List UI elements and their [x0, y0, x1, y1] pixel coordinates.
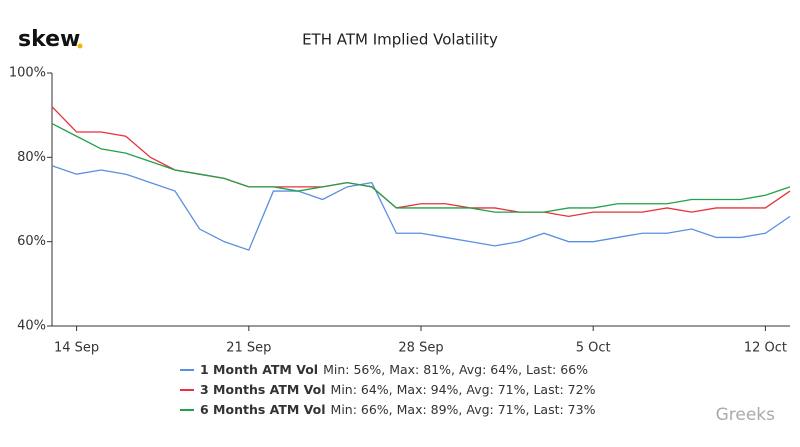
legend-name: 1 Month ATM Vol	[200, 362, 318, 377]
x-tick-label: 21 Sep	[226, 341, 271, 356]
x-tick-label: 12 Oct	[744, 341, 787, 356]
watermark: Greeks	[716, 405, 776, 425]
chart-title: ETH ATM Implied Volatility	[302, 31, 498, 49]
series-line	[51, 123, 791, 213]
legend-entry: 1 Month ATM Vol Min: 56%, Max: 81%, Avg: …	[200, 362, 588, 377]
series-line	[51, 165, 791, 251]
legend-summary: Min: 66%, Max: 89%, Avg: 71%, Last: 73%	[331, 402, 596, 417]
x-tick-label: 28 Sep	[398, 341, 443, 356]
brand-dot	[77, 43, 83, 49]
legend-name: 6 Months ATM Vol	[200, 402, 326, 417]
legend-entry: 3 Months ATM Vol Min: 64%, Max: 94%, Avg:…	[200, 382, 596, 397]
y-tick-label: 100%	[9, 66, 46, 81]
series-line	[51, 106, 791, 218]
y-tick-label: 80%	[17, 150, 46, 165]
legend-name: 3 Months ATM Vol	[200, 382, 326, 397]
y-tick-label: 40%	[17, 319, 46, 334]
legend-summary: Min: 64%, Max: 94%, Avg: 71%, Last: 72%	[331, 382, 596, 397]
x-tick-label: 5 Oct	[576, 341, 611, 356]
y-tick-label: 60%	[17, 234, 46, 249]
legend-entry: 6 Months ATM Vol Min: 66%, Max: 89%, Avg:…	[200, 402, 596, 417]
x-tick-label: 14 Sep	[54, 341, 99, 356]
legend-summary: Min: 56%, Max: 81%, Avg: 64%, Last: 66%	[323, 362, 588, 377]
brand-logo: skew	[18, 27, 80, 52]
